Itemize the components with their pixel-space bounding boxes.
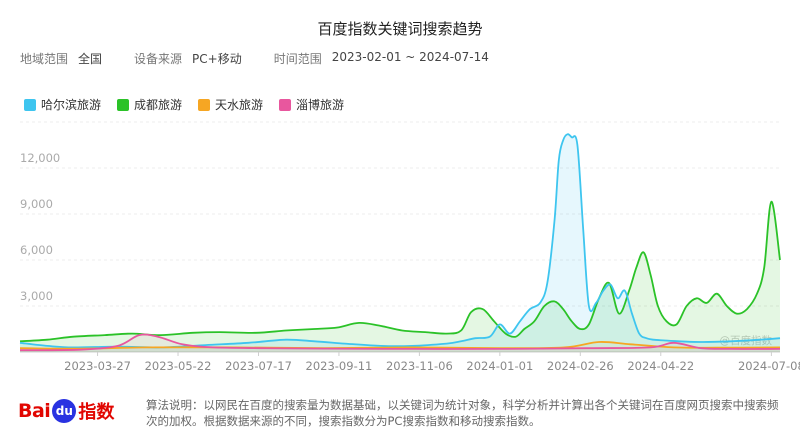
x-tick-label: 2024-04-22 — [627, 359, 694, 373]
series-area — [20, 201, 780, 352]
series-line[interactable] — [19, 200, 781, 343]
legend-item[interactable]: 哈尔滨旅游 — [24, 96, 101, 113]
x-tick-label: 2024-07-08 — [738, 359, 800, 373]
legend-label: 天水旅游 — [215, 98, 264, 112]
series-line[interactable] — [19, 341, 781, 350]
trend-chart: 3,0006,0009,00012,00015,0002023-03-27202… — [19, 121, 800, 373]
x-tick-label: 2024-02-26 — [547, 359, 614, 373]
time-range-value[interactable]: 2023-02-01 ~ 2024-07-14 — [331, 50, 489, 64]
x-tick-label: 2023-05-22 — [145, 359, 212, 373]
x-tick-label: 2023-07-17 — [225, 359, 292, 373]
logo-index-text: 指数 — [78, 402, 115, 423]
y-tick-label: 3,000 — [20, 289, 53, 303]
x-tick-label: 2024-01-01 — [466, 359, 533, 373]
algorithm-note: 算法说明：以网民在百度的搜索量为数据基础，以关键词为统计对象，科学分析并计算出各… — [146, 398, 779, 428]
page-title: 百度指数关键词搜索趋势 — [317, 20, 483, 38]
legend-label: 成都旅游 — [134, 98, 183, 112]
legend-item[interactable]: 天水旅游 — [198, 96, 263, 113]
baidu-index-logo: Bai du 指数 — [18, 398, 114, 424]
series-area — [20, 134, 780, 352]
series-line[interactable] — [19, 133, 781, 349]
x-tick-label: 2023-11-06 — [386, 359, 453, 373]
x-tick-label: 2023-09-11 — [306, 359, 373, 373]
legend-swatch — [117, 98, 130, 111]
legend-label: 哈尔滨旅游 — [41, 98, 102, 112]
y-tick-label: 6,000 — [20, 243, 53, 257]
legend-swatch — [24, 98, 36, 111]
legend-swatch — [198, 98, 211, 111]
logo-bai-text: Bai — [18, 400, 51, 422]
paw-icon: du — [52, 399, 77, 423]
device-value[interactable]: PC+移动 — [192, 52, 242, 66]
device-label: 设备来源 — [134, 52, 183, 66]
chart-legend: 哈尔滨旅游 成都旅游 天水旅游 淄博旅游 — [24, 96, 360, 113]
y-tick-label: 12,000 — [20, 151, 60, 165]
series-line[interactable] — [19, 333, 781, 352]
legend-swatch — [279, 98, 292, 111]
filter-bar: 地域范围 全国 设备来源 PC+移动 时间范围 2023-02-01 ~ 202… — [20, 50, 521, 67]
legend-item[interactable]: 成都旅游 — [117, 96, 182, 113]
y-tick-label: 9,000 — [20, 197, 53, 211]
legend-item[interactable]: 淄博旅游 — [279, 96, 344, 113]
x-tick-label: 2023-03-27 — [64, 359, 131, 373]
legend-label: 淄博旅游 — [296, 98, 345, 112]
region-value[interactable]: 全国 — [78, 52, 103, 66]
time-range-label: 时间范围 — [273, 52, 322, 66]
region-label: 地域范围 — [20, 52, 69, 66]
series-area — [20, 341, 780, 352]
